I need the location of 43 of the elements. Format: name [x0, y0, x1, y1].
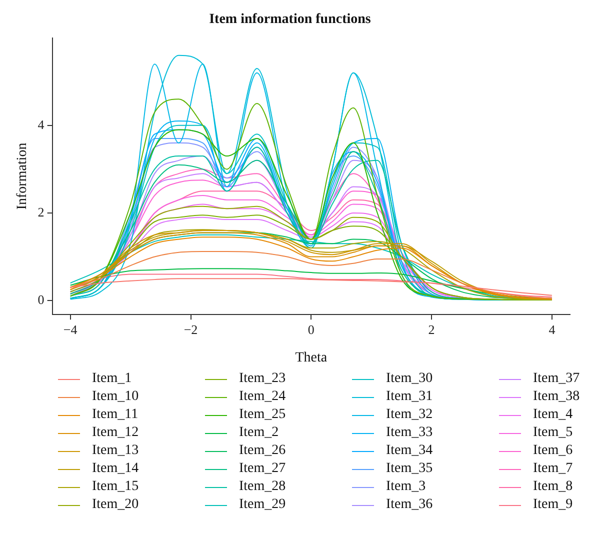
legend-label: Item_30: [386, 371, 433, 387]
legend-label: Item_24: [239, 389, 286, 405]
y-axis-title: Information: [15, 142, 30, 210]
legend-label: Item_20: [92, 497, 139, 513]
legend-label: Item_9: [533, 497, 573, 513]
legend-label: Item_36: [386, 497, 433, 513]
legend-label: Item_37: [533, 371, 580, 387]
legend-label: Item_29: [239, 497, 286, 513]
legend-label: Item_4: [533, 407, 573, 423]
x-tick-label: 2: [428, 322, 435, 337]
y-tick-label: 2: [38, 204, 44, 220]
legend-label: Item_2: [239, 425, 279, 441]
chart-title: Item information functions: [209, 12, 372, 28]
legend-label: Item_15: [92, 479, 139, 495]
legend-label: Item_12: [92, 425, 139, 441]
legend-label: Item_23: [239, 371, 286, 387]
legend-label: Item_14: [92, 461, 139, 477]
legend-label: Item_26: [239, 443, 286, 459]
legend-label: Item_32: [386, 407, 433, 423]
legend-label: Item_11: [92, 407, 138, 423]
legend-label: Item_6: [533, 443, 573, 459]
y-tick-label: 0: [38, 292, 44, 308]
legend-label: Item_5: [533, 425, 573, 441]
legend-label: Item_31: [386, 389, 433, 405]
y-tick-label: 4: [38, 116, 45, 132]
legend-label: Item_33: [386, 425, 433, 441]
legend-label: Item_10: [92, 389, 139, 405]
legend-label: Item_25: [239, 407, 286, 423]
x-tick-label: −2: [184, 322, 198, 337]
legend-label: Item_38: [533, 389, 580, 405]
legend-label: Item_28: [239, 479, 286, 495]
legend-label: Item_13: [92, 443, 139, 459]
legend-label: Item_34: [386, 443, 433, 459]
legend-label: Item_7: [533, 461, 573, 477]
legend-label: Item_8: [533, 479, 573, 495]
legend-label: Item_27: [239, 461, 286, 477]
x-tick-label: −4: [63, 322, 78, 337]
x-tick-label: 4: [548, 322, 556, 337]
legend-label: Item_35: [386, 461, 433, 477]
legend-label: Item_1: [92, 371, 132, 387]
legend-label: Item_3: [386, 479, 426, 495]
x-tick-label: 0: [308, 322, 314, 337]
x-axis-title: Theta: [295, 350, 328, 366]
